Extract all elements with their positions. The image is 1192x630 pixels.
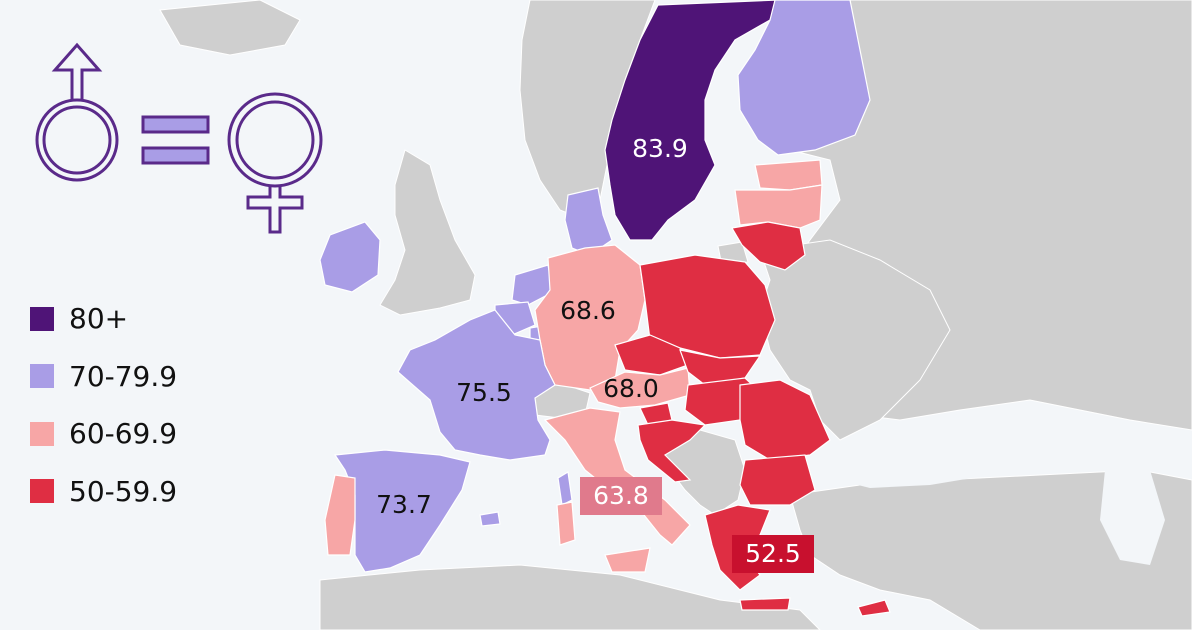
country-netherlands: [511, 264, 554, 306]
italy-label-box: [580, 477, 662, 515]
legend-swatch: [30, 421, 54, 446]
legend: 80+ 70-79.9 60-69.9 50-59.9: [30, 290, 177, 520]
country-corsica: [557, 471, 573, 506]
legend-item: 50-59.9: [30, 463, 177, 521]
legend-item: 70-79.9: [30, 348, 177, 406]
country-france: [397, 309, 556, 461]
female-symbol-icon: [227, 92, 323, 234]
caspian-sea: [1095, 420, 1165, 565]
legend-label: 50-59.9: [69, 474, 178, 508]
non-eu-land: [159, 0, 1192, 630]
country-romania: [739, 379, 831, 461]
country-sardinia: [556, 501, 576, 546]
legend-swatch: [30, 306, 54, 331]
value-label-austria: 68.0: [603, 374, 659, 403]
equals-icon: [141, 115, 210, 165]
country-sicily: [604, 547, 651, 573]
value-label-france: 75.5: [456, 378, 512, 407]
country-sweden: [604, 0, 779, 241]
legend-label: 80+: [69, 302, 129, 336]
country-denmark: [564, 187, 613, 256]
gender-equality-icon: [35, 42, 323, 234]
greece-label-box: [732, 535, 814, 573]
value-label-germany: 68.6: [560, 296, 616, 325]
legend-swatch: [30, 479, 54, 504]
legend-label: 70-79.9: [69, 359, 178, 393]
country-croatia: [637, 419, 707, 483]
country-lithuania: [731, 221, 806, 271]
country-crete: [739, 597, 791, 611]
black-sea: [830, 425, 1020, 488]
legend-item: 80+: [30, 290, 177, 348]
legend-label: 60-69.9: [69, 417, 178, 451]
country-portugal: [324, 474, 356, 556]
country-estonia: [754, 159, 823, 191]
value-label-spain: 73.7: [376, 490, 432, 519]
country-poland: [639, 254, 776, 359]
country-balearics: [479, 511, 501, 527]
country-cyprus: [857, 599, 891, 617]
country-bulgaria: [739, 454, 816, 506]
value-label-greece: 52.5: [745, 539, 801, 568]
country-finland: [737, 0, 871, 156]
great-britain: [379, 149, 476, 316]
legend-item: 60-69.9: [30, 405, 177, 463]
country-ireland: [319, 221, 381, 293]
legend-swatch: [30, 364, 54, 389]
value-label-italy: 63.8: [593, 481, 649, 510]
value-label-sweden: 83.9: [632, 134, 688, 163]
male-symbol-icon: [35, 42, 119, 182]
north-africa: [319, 564, 821, 630]
eu-countries: [319, 0, 891, 617]
country-latvia: [734, 184, 823, 229]
iceland: [159, 0, 301, 56]
